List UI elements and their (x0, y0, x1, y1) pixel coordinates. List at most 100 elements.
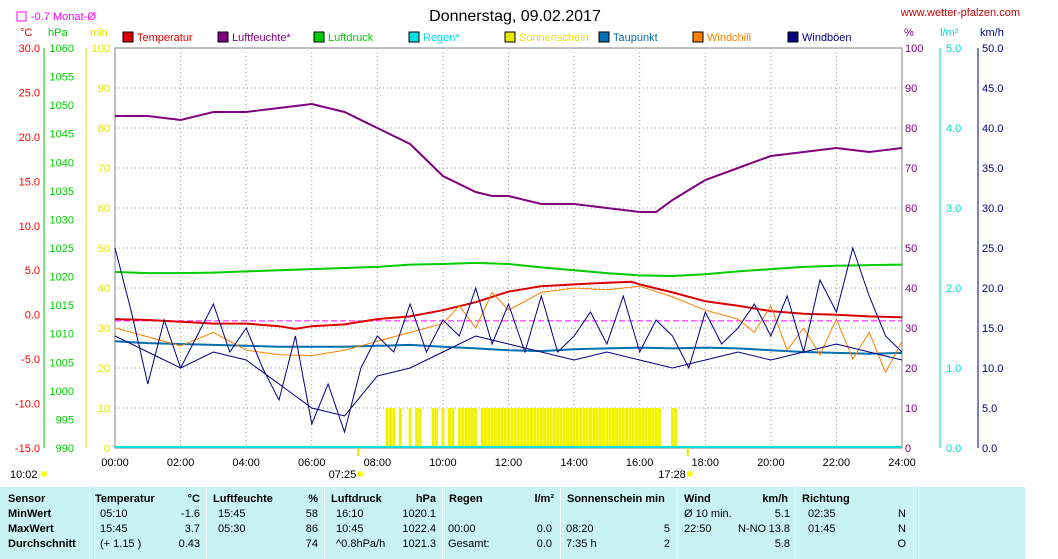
sunshine-bar (441, 408, 445, 448)
sunshine-bar (579, 408, 583, 448)
site-url: www.wetter-pfalzen.com (900, 7, 1020, 19)
sunshine-bar (447, 408, 451, 448)
tick-label-humidity: 100 (905, 43, 923, 55)
sunshine-bar (628, 408, 632, 448)
table-cell-label: Durchschnitt (8, 538, 76, 550)
sunshine-bar (582, 408, 586, 448)
tick-label-pressure: 1030 (50, 214, 74, 226)
table-divider (560, 487, 561, 559)
sunshine-bar (549, 408, 553, 448)
sunshine-bar (493, 408, 497, 448)
sunshine-bar (569, 408, 573, 448)
sunshine-bar (654, 408, 658, 448)
table-cell-wind-a: Ø 10 min. (684, 508, 732, 520)
sunshine-bar (625, 408, 629, 448)
legend-swatch (504, 31, 516, 43)
sunshine-bar (562, 408, 566, 448)
month-average-label: -0.7 Monat-Ø (31, 11, 96, 23)
tick-label-temp: 10.0 (19, 221, 40, 233)
sunshine-bar (500, 408, 504, 448)
tick-label-pressure: 1025 (50, 243, 74, 255)
table-cell-rain-val: 0.0 (536, 538, 552, 550)
legend-swatch (598, 31, 610, 43)
sunshine-bar (516, 408, 520, 448)
sunshine-bar (602, 408, 606, 448)
sunshine-bar (490, 408, 494, 448)
header-rain-unit: l/m² (534, 493, 554, 505)
tick-label-rain: 1.0 (946, 363, 961, 375)
tick-label-wind: 0.0 (982, 443, 997, 455)
tick-label-pressure: 1045 (50, 129, 74, 141)
x-tick-label: 02:00 (167, 457, 195, 469)
tick-label-minutes: 50 (98, 243, 110, 255)
table-cell-press-time: ^0.8hPa/h (336, 538, 386, 550)
header-temperature: Temperatur (95, 493, 155, 505)
tick-label-pressure: 990 (56, 443, 74, 455)
tick-label-pressure: 1060 (50, 43, 74, 55)
tick-label-minutes: 90 (98, 83, 110, 95)
tick-label-temp: 5.0 (25, 265, 40, 277)
unit-wind: km/h (980, 27, 1004, 39)
legend-label: Regen* (423, 32, 460, 44)
x-tick-label: 16:00 (626, 457, 654, 469)
legend-swatch (408, 31, 420, 43)
sunshine-bar (585, 408, 589, 448)
sunshine-bar (556, 408, 560, 448)
table-cell-sun-time: 7:35 h (566, 538, 597, 550)
sunshine-bar (588, 408, 592, 448)
tick-label-rain: 2.0 (946, 283, 961, 295)
legend-swatch (122, 31, 134, 43)
table-cell-sun-time: 08:20 (566, 523, 594, 535)
legend-label: Luftfeuchte* (232, 32, 291, 44)
header-humidity-unit: % (308, 493, 318, 505)
tick-label-wind: 20.0 (982, 283, 1003, 295)
table-cell-sun-val: 2 (663, 538, 670, 550)
sunshine-bar (418, 408, 422, 448)
tick-label-pressure: 1020 (50, 272, 74, 284)
legend-swatch (787, 31, 799, 43)
sunshine-bar (507, 408, 510, 448)
tick-label-temp: -15.0 (15, 443, 40, 455)
unit-percent: % (904, 27, 914, 39)
table-cell-dir-time: 01:45 (808, 523, 836, 535)
tick-label-pressure: 995 (56, 414, 74, 426)
start-time: 10:02 (10, 469, 38, 481)
tick-label-temp: 0.0 (25, 310, 40, 322)
tick-label-pressure: 1055 (50, 72, 74, 84)
x-tick-label: 00:00 (101, 457, 129, 469)
tick-label-humidity: 80 (905, 123, 917, 135)
legend-label: Temperatur (137, 32, 193, 44)
sunshine-bar (559, 408, 563, 448)
series-wind (114, 335, 903, 417)
sunshine-bar (634, 408, 638, 448)
table-cell-hum-val: 58 (305, 508, 318, 520)
series-luftfeuchte (115, 102, 903, 213)
sunshine-bar (615, 408, 619, 448)
statistics-table: Sensor Temperatur °C Luftfeuchte % Luftd… (0, 487, 1025, 559)
table-divider (677, 487, 678, 559)
tick-label-rain: 5.0 (946, 43, 961, 55)
weather-chart: 30.0 25.0 20.0 15.0 10.0 5.0 0.0 -5.0 -10.0 -15.0… (10, 7, 1020, 481)
sunshine-bar (398, 408, 402, 448)
sunshine-bar (536, 408, 540, 448)
legend-swatch (313, 31, 325, 43)
table-cell-hum-time: 05:30 (218, 523, 246, 535)
legend-label: Sonnenschein (519, 32, 589, 44)
tick-label-humidity: 50 (905, 243, 917, 255)
header-temperature-unit: °C (187, 493, 200, 505)
unit-temp: °C (20, 27, 32, 39)
sunshine-bar (657, 408, 661, 448)
tick-label-temp: -10.0 (15, 399, 40, 411)
table-cell-hum-time: 15:45 (218, 508, 246, 520)
sunset-icon (686, 471, 693, 477)
table-cell-sun-val: 5 (663, 523, 670, 535)
tick-label-humidity: 30 (905, 323, 917, 335)
legend-label: Luftdruck (328, 32, 374, 44)
header-pressure: Luftdruck (331, 493, 382, 505)
table-cell-temp-val: 3.7 (184, 523, 200, 535)
legend-swatch (692, 31, 704, 43)
sunshine-bar (385, 408, 389, 448)
month-average-icon (16, 11, 27, 22)
table-cell-dir-val: O (897, 538, 906, 550)
legend-label: Taupunkt (613, 32, 658, 44)
